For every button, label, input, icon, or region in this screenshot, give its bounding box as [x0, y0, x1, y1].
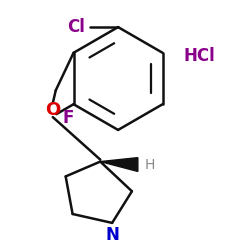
Text: O: O	[45, 101, 60, 119]
Text: Cl: Cl	[68, 18, 86, 36]
Text: HCl: HCl	[183, 47, 215, 65]
Text: F: F	[62, 109, 74, 127]
Polygon shape	[100, 158, 138, 172]
Text: H: H	[144, 158, 155, 172]
Text: N: N	[105, 226, 119, 244]
